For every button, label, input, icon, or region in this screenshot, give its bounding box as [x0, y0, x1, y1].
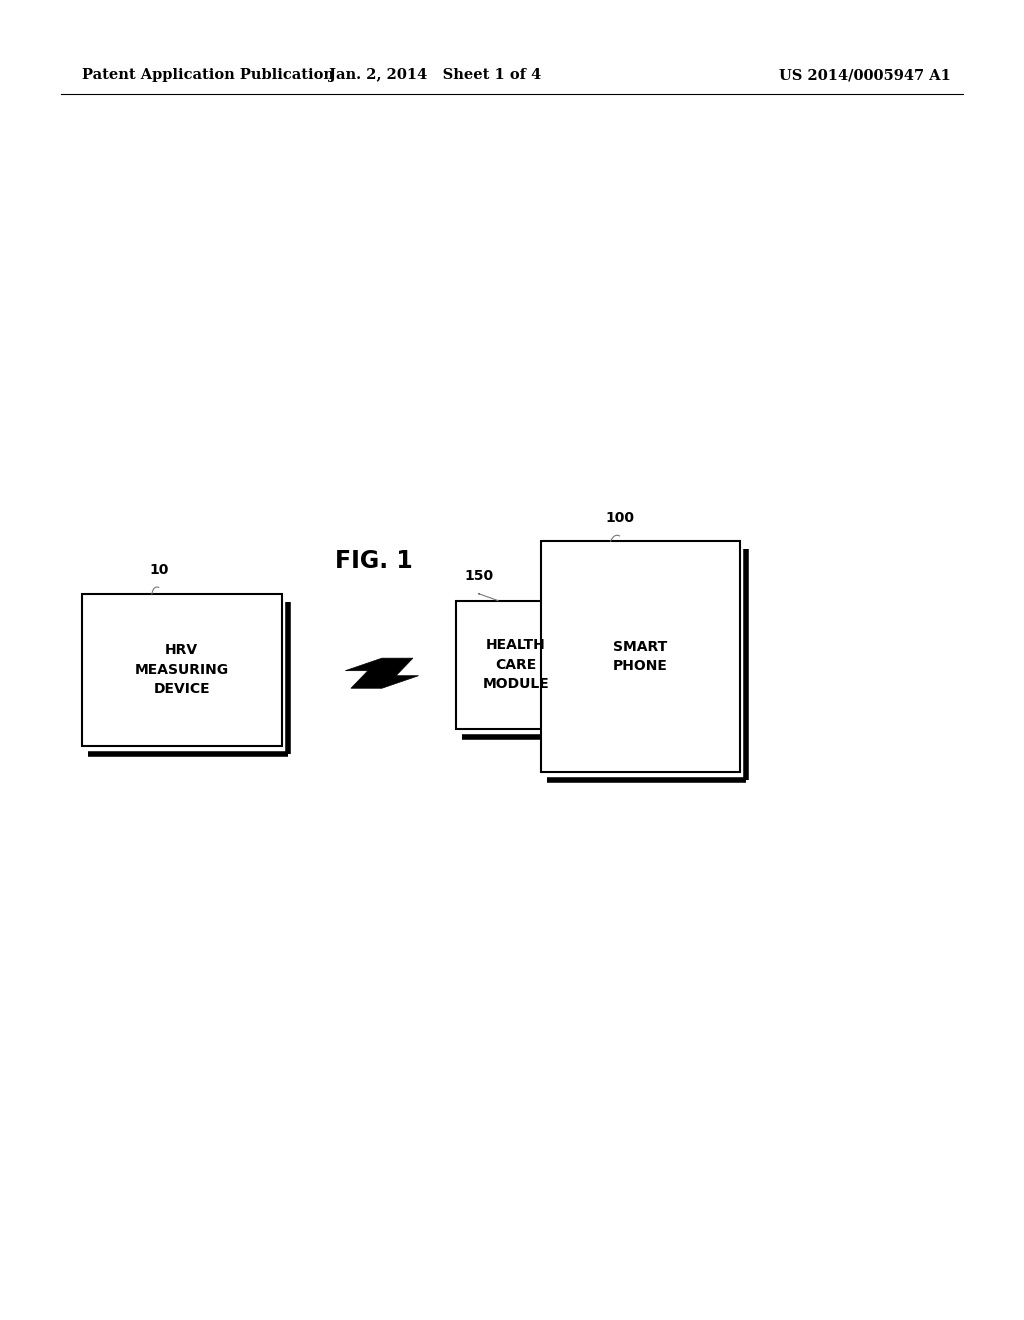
Text: 100: 100: [605, 511, 634, 525]
Text: HRV
MEASURING
DEVICE: HRV MEASURING DEVICE: [135, 643, 228, 697]
Bar: [82, 594, 282, 746]
Text: HEALTH
CARE
MODULE: HEALTH CARE MODULE: [482, 638, 550, 692]
Text: 150: 150: [465, 569, 494, 583]
Text: US 2014/0005947 A1: US 2014/0005947 A1: [779, 69, 951, 82]
Bar: [456, 601, 577, 729]
Text: Jan. 2, 2014   Sheet 1 of 4: Jan. 2, 2014 Sheet 1 of 4: [329, 69, 542, 82]
Text: 10: 10: [150, 562, 168, 577]
Text: FIG. 1: FIG. 1: [335, 549, 413, 573]
Polygon shape: [345, 659, 419, 688]
Bar: [541, 541, 740, 772]
Text: SMART
PHONE: SMART PHONE: [613, 640, 668, 673]
Text: Patent Application Publication: Patent Application Publication: [82, 69, 334, 82]
